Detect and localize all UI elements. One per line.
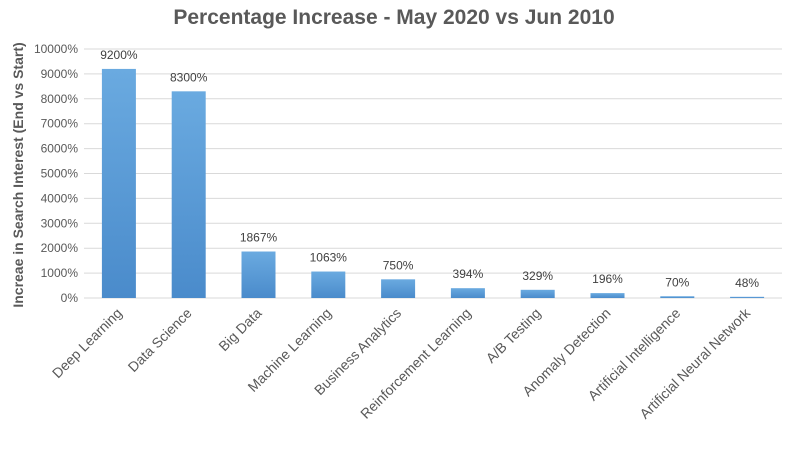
bar: [450, 288, 485, 298]
bar: [101, 68, 136, 298]
y-tick-label: 6000%: [41, 142, 79, 156]
data-label: 9200%: [100, 48, 138, 62]
data-label: 329%: [522, 269, 553, 283]
y-tick-label: 9000%: [41, 67, 79, 81]
y-tick-label: 2000%: [41, 241, 79, 255]
y-tick-label: 5000%: [41, 167, 79, 181]
data-label: 8300%: [170, 70, 208, 84]
y-tick-label: 0%: [61, 291, 79, 305]
y-tick-label: 4000%: [41, 191, 79, 205]
bar: [381, 279, 416, 298]
bar: [241, 251, 276, 298]
y-tick-label: 3000%: [41, 216, 79, 230]
bar: [730, 296, 765, 298]
bar: [590, 293, 625, 298]
data-label: 70%: [665, 275, 689, 289]
bar: [520, 289, 555, 298]
data-label: 48%: [735, 276, 759, 290]
data-label: 394%: [453, 267, 484, 281]
bar: [660, 296, 695, 298]
x-tick-label: A/B Testing: [483, 305, 544, 366]
data-label: 750%: [383, 258, 414, 272]
y-tick-label: 10000%: [34, 42, 78, 56]
y-tick-label: 8000%: [41, 92, 79, 106]
x-tick-label: Deep Learning: [49, 305, 125, 381]
chart-title: Percentage Increase - May 2020 vs Jun 20…: [173, 6, 615, 29]
bar: [311, 271, 346, 298]
data-label: 196%: [592, 272, 623, 286]
data-label: 1063%: [310, 251, 348, 265]
x-tick-label: Big Data: [215, 305, 264, 354]
data-label: 1867%: [240, 231, 278, 245]
y-tick-label: 7000%: [41, 117, 79, 131]
x-tick-label: Data Science: [125, 305, 195, 375]
bar: [171, 91, 206, 298]
y-tick-label: 1000%: [41, 266, 79, 280]
